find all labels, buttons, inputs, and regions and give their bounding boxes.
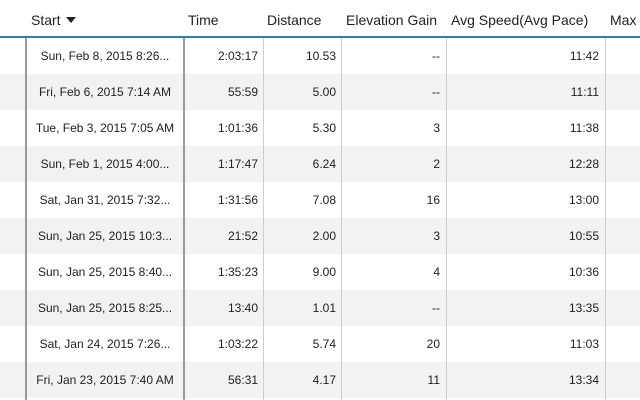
column-header-start-label: Start [31, 12, 61, 28]
cell-start: Sun, Feb 1, 2015 4:00... [40, 157, 170, 171]
cell-distance: 5.00 [312, 85, 336, 99]
column-header-start[interactable]: Start [31, 0, 76, 38]
cell-distance: 2.00 [312, 229, 336, 243]
cell-avg-speed: 11:03 [569, 337, 599, 351]
cell-start: Tue, Feb 3, 2015 7:05 AM [35, 121, 175, 135]
cell-distance: 5.74 [312, 337, 336, 351]
cell-start: Sun, Jan 25, 2015 8:25... [37, 301, 173, 315]
cell-avg-speed: 10:55 [568, 229, 599, 243]
cell-start: Sun, Jan 25, 2015 8:40... [37, 265, 173, 279]
cell-time: 1:01:36 [217, 121, 258, 135]
cell-elevation-gain: 4 [433, 265, 440, 279]
cell-time: 1:35:23 [217, 265, 258, 279]
cell-elevation-gain: 16 [426, 193, 440, 207]
column-header-elevation-gain[interactable]: Elevation Gain [346, 12, 438, 28]
cell-elevation-gain: 3 [433, 229, 440, 243]
cell-distance: 4.17 [312, 373, 336, 387]
column-divider [263, 38, 264, 400]
column-header-time[interactable]: Time [188, 12, 219, 28]
cell-elevation-gain: 3 [433, 121, 440, 135]
column-divider [446, 38, 447, 400]
table-row[interactable]: Sun, Feb 8, 2015 8:26... 2:03:17 10.53 -- 11… [0, 38, 640, 74]
cell-distance: 5.30 [312, 121, 336, 135]
column-header-distance[interactable]: Distance [267, 12, 322, 28]
column-divider [341, 38, 342, 400]
cell-avg-speed: 13:35 [568, 301, 599, 315]
sort-descending-icon [65, 17, 76, 24]
cell-start: Fri, Feb 6, 2015 7:14 AM [38, 85, 172, 99]
column-header-avg-speed[interactable]: Avg Speed(Avg Pace) [451, 12, 589, 28]
cell-avg-speed: 11:38 [569, 121, 599, 135]
table-row[interactable]: Sat, Jan 24, 2015 7:26... 1:03:22 5.74 20 11… [0, 326, 640, 362]
table-header: Start Time Distance Elevation Gain Avg S… [0, 0, 640, 38]
table-row[interactable]: Sun, Jan 25, 2015 8:40... 1:35:23 9.00 4 10:… [0, 254, 640, 290]
column-divider [25, 38, 27, 400]
cell-elevation-gain: 2 [433, 157, 440, 171]
cell-avg-speed: 11:11 [570, 85, 599, 99]
cell-avg-speed: 13:34 [568, 373, 599, 387]
cell-elevation-gain: -- [432, 85, 440, 99]
cell-elevation-gain: 11 [427, 373, 440, 387]
cell-avg-speed: 11:42 [569, 49, 599, 63]
table-body: Sun, Feb 8, 2015 8:26... 2:03:17 10.53 -- 11… [0, 38, 640, 398]
cell-elevation-gain: -- [432, 49, 440, 63]
cell-distance: 7.08 [312, 193, 336, 207]
cell-time: 1:17:47 [217, 157, 258, 171]
table-row[interactable]: Fri, Feb 6, 2015 7:14 AM 55:59 5.00 -- 11:11 [0, 74, 640, 110]
cell-avg-speed: 10:36 [568, 265, 599, 279]
cell-time: 13:40 [227, 301, 258, 315]
column-divider [605, 38, 606, 400]
cell-time: 56:31 [227, 373, 258, 387]
table-row[interactable]: Tue, Feb 3, 2015 7:05 AM 1:01:36 5.30 3 11:3… [0, 110, 640, 146]
cell-time: 2:03:17 [217, 49, 258, 63]
cell-time: 55:59 [227, 85, 258, 99]
cell-elevation-gain: 20 [426, 337, 440, 351]
table-row[interactable]: Sun, Feb 1, 2015 4:00... 1:17:47 6.24 2 12:2… [0, 146, 640, 182]
cell-elevation-gain: -- [432, 301, 440, 315]
cell-avg-speed: 13:00 [568, 193, 599, 207]
cell-start: Sun, Feb 8, 2015 8:26... [40, 49, 170, 63]
cell-time: 1:03:22 [217, 337, 258, 351]
table-row[interactable]: Sun, Jan 25, 2015 10:3... 21:52 2.00 3 10:55 [0, 218, 640, 254]
table-row[interactable]: Sun, Jan 25, 2015 8:25... 13:40 1.01 -- 13:3… [0, 290, 640, 326]
cell-start: Fri, Jan 23, 2015 7:40 AM [36, 373, 174, 387]
cell-distance: 10.53 [305, 49, 336, 63]
cell-distance: 1.01 [312, 301, 336, 315]
table-row[interactable]: Sat, Jan 31, 2015 7:32... 1:31:56 7.08 16 13… [0, 182, 640, 218]
cell-time: 21:52 [227, 229, 258, 243]
cell-start: Sat, Jan 24, 2015 7:26... [39, 337, 171, 351]
cell-avg-speed: 12:28 [568, 157, 599, 171]
column-header-max[interactable]: Max [610, 12, 637, 28]
cell-distance: 9.00 [312, 265, 336, 279]
cell-distance: 6.24 [312, 157, 336, 171]
table-row[interactable]: Fri, Jan 23, 2015 7:40 AM 56:31 4.17 11 13:3… [0, 362, 640, 398]
cell-time: 1:31:56 [217, 193, 258, 207]
column-divider [183, 38, 185, 400]
cell-start: Sat, Jan 31, 2015 7:32... [39, 193, 171, 207]
cell-start: Sun, Jan 25, 2015 10:3... [37, 229, 173, 243]
